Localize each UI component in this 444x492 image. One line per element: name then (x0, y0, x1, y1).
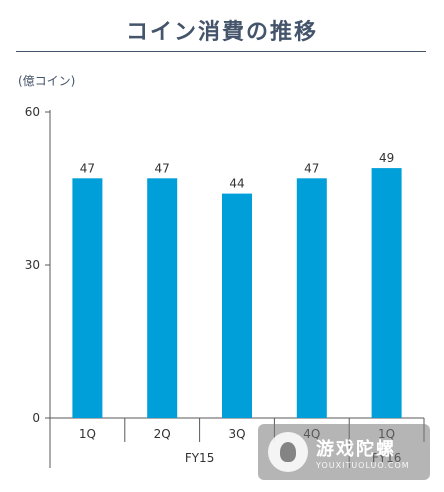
category-label-3: 3Q (228, 427, 245, 441)
bar-3 (222, 193, 252, 418)
y-axis-unit-label: (億コイン) (18, 74, 76, 88)
watermark-title: 游戏陀螺 (316, 438, 396, 460)
bar-1 (72, 178, 103, 418)
watermark: 游戏陀螺 YOUXITUOLUO.COM (258, 424, 430, 480)
data-label-4: 47 (304, 161, 319, 175)
title-divider (16, 51, 426, 52)
spinning-top-icon (268, 432, 308, 472)
y-tick-label: 0 (32, 411, 40, 425)
data-label-1: 47 (80, 161, 95, 175)
category-label-1: 1Q (79, 427, 96, 441)
y-tick-label: 30 (25, 258, 40, 272)
bar-5 (371, 168, 402, 418)
bar-4 (296, 178, 327, 418)
watermark-subtitle: YOUXITUOLUO.COM (316, 460, 410, 470)
bar-2 (147, 178, 178, 418)
category-label-2: 2Q (154, 427, 171, 441)
data-label-3: 44 (229, 177, 244, 191)
data-label-5: 49 (379, 151, 394, 165)
chart-title: コイン消費の推移 (125, 20, 318, 45)
group-label-1: FY15 (185, 451, 215, 465)
y-tick-label: 60 (25, 105, 40, 119)
data-label-2: 47 (155, 161, 170, 175)
